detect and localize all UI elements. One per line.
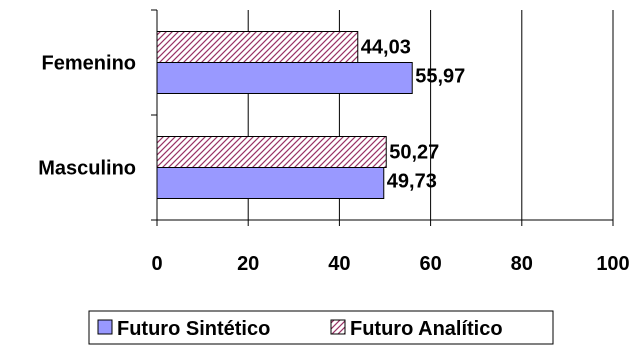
x-tick-label: 80: [511, 253, 533, 275]
data-label: 44,03: [361, 37, 411, 59]
bar-futuro-sintetico: [156, 167, 385, 199]
data-label: 50,27: [389, 142, 439, 164]
legend-swatch-futuro-sintetico: [97, 319, 113, 335]
legend: Futuro Sintético Futuro Analítico: [88, 310, 554, 345]
data-label: 49,73: [387, 171, 437, 193]
x-tick-label: 100: [596, 253, 629, 275]
legend-label-futuro-sintetico: Futuro Sintético: [117, 318, 270, 340]
legend-box: [88, 310, 554, 345]
x-tick-label: 60: [419, 253, 441, 275]
x-tick-label: 40: [328, 253, 350, 275]
x-tick-label: 0: [151, 253, 162, 275]
x-tick-label: 20: [237, 253, 259, 275]
bar-futuro-analitico: [156, 136, 387, 168]
bar-futuro-sintetico: [156, 62, 413, 94]
data-label: 55,97: [415, 66, 465, 88]
legend-label-futuro-analitico: Futuro Analítico: [350, 318, 503, 340]
legend-swatch-futuro-analitico: [330, 319, 346, 335]
axes: [151, 9, 614, 226]
category-label: Masculino: [38, 158, 136, 180]
bar-futuro-analitico: [156, 31, 359, 63]
category-label: Femenino: [42, 53, 136, 75]
